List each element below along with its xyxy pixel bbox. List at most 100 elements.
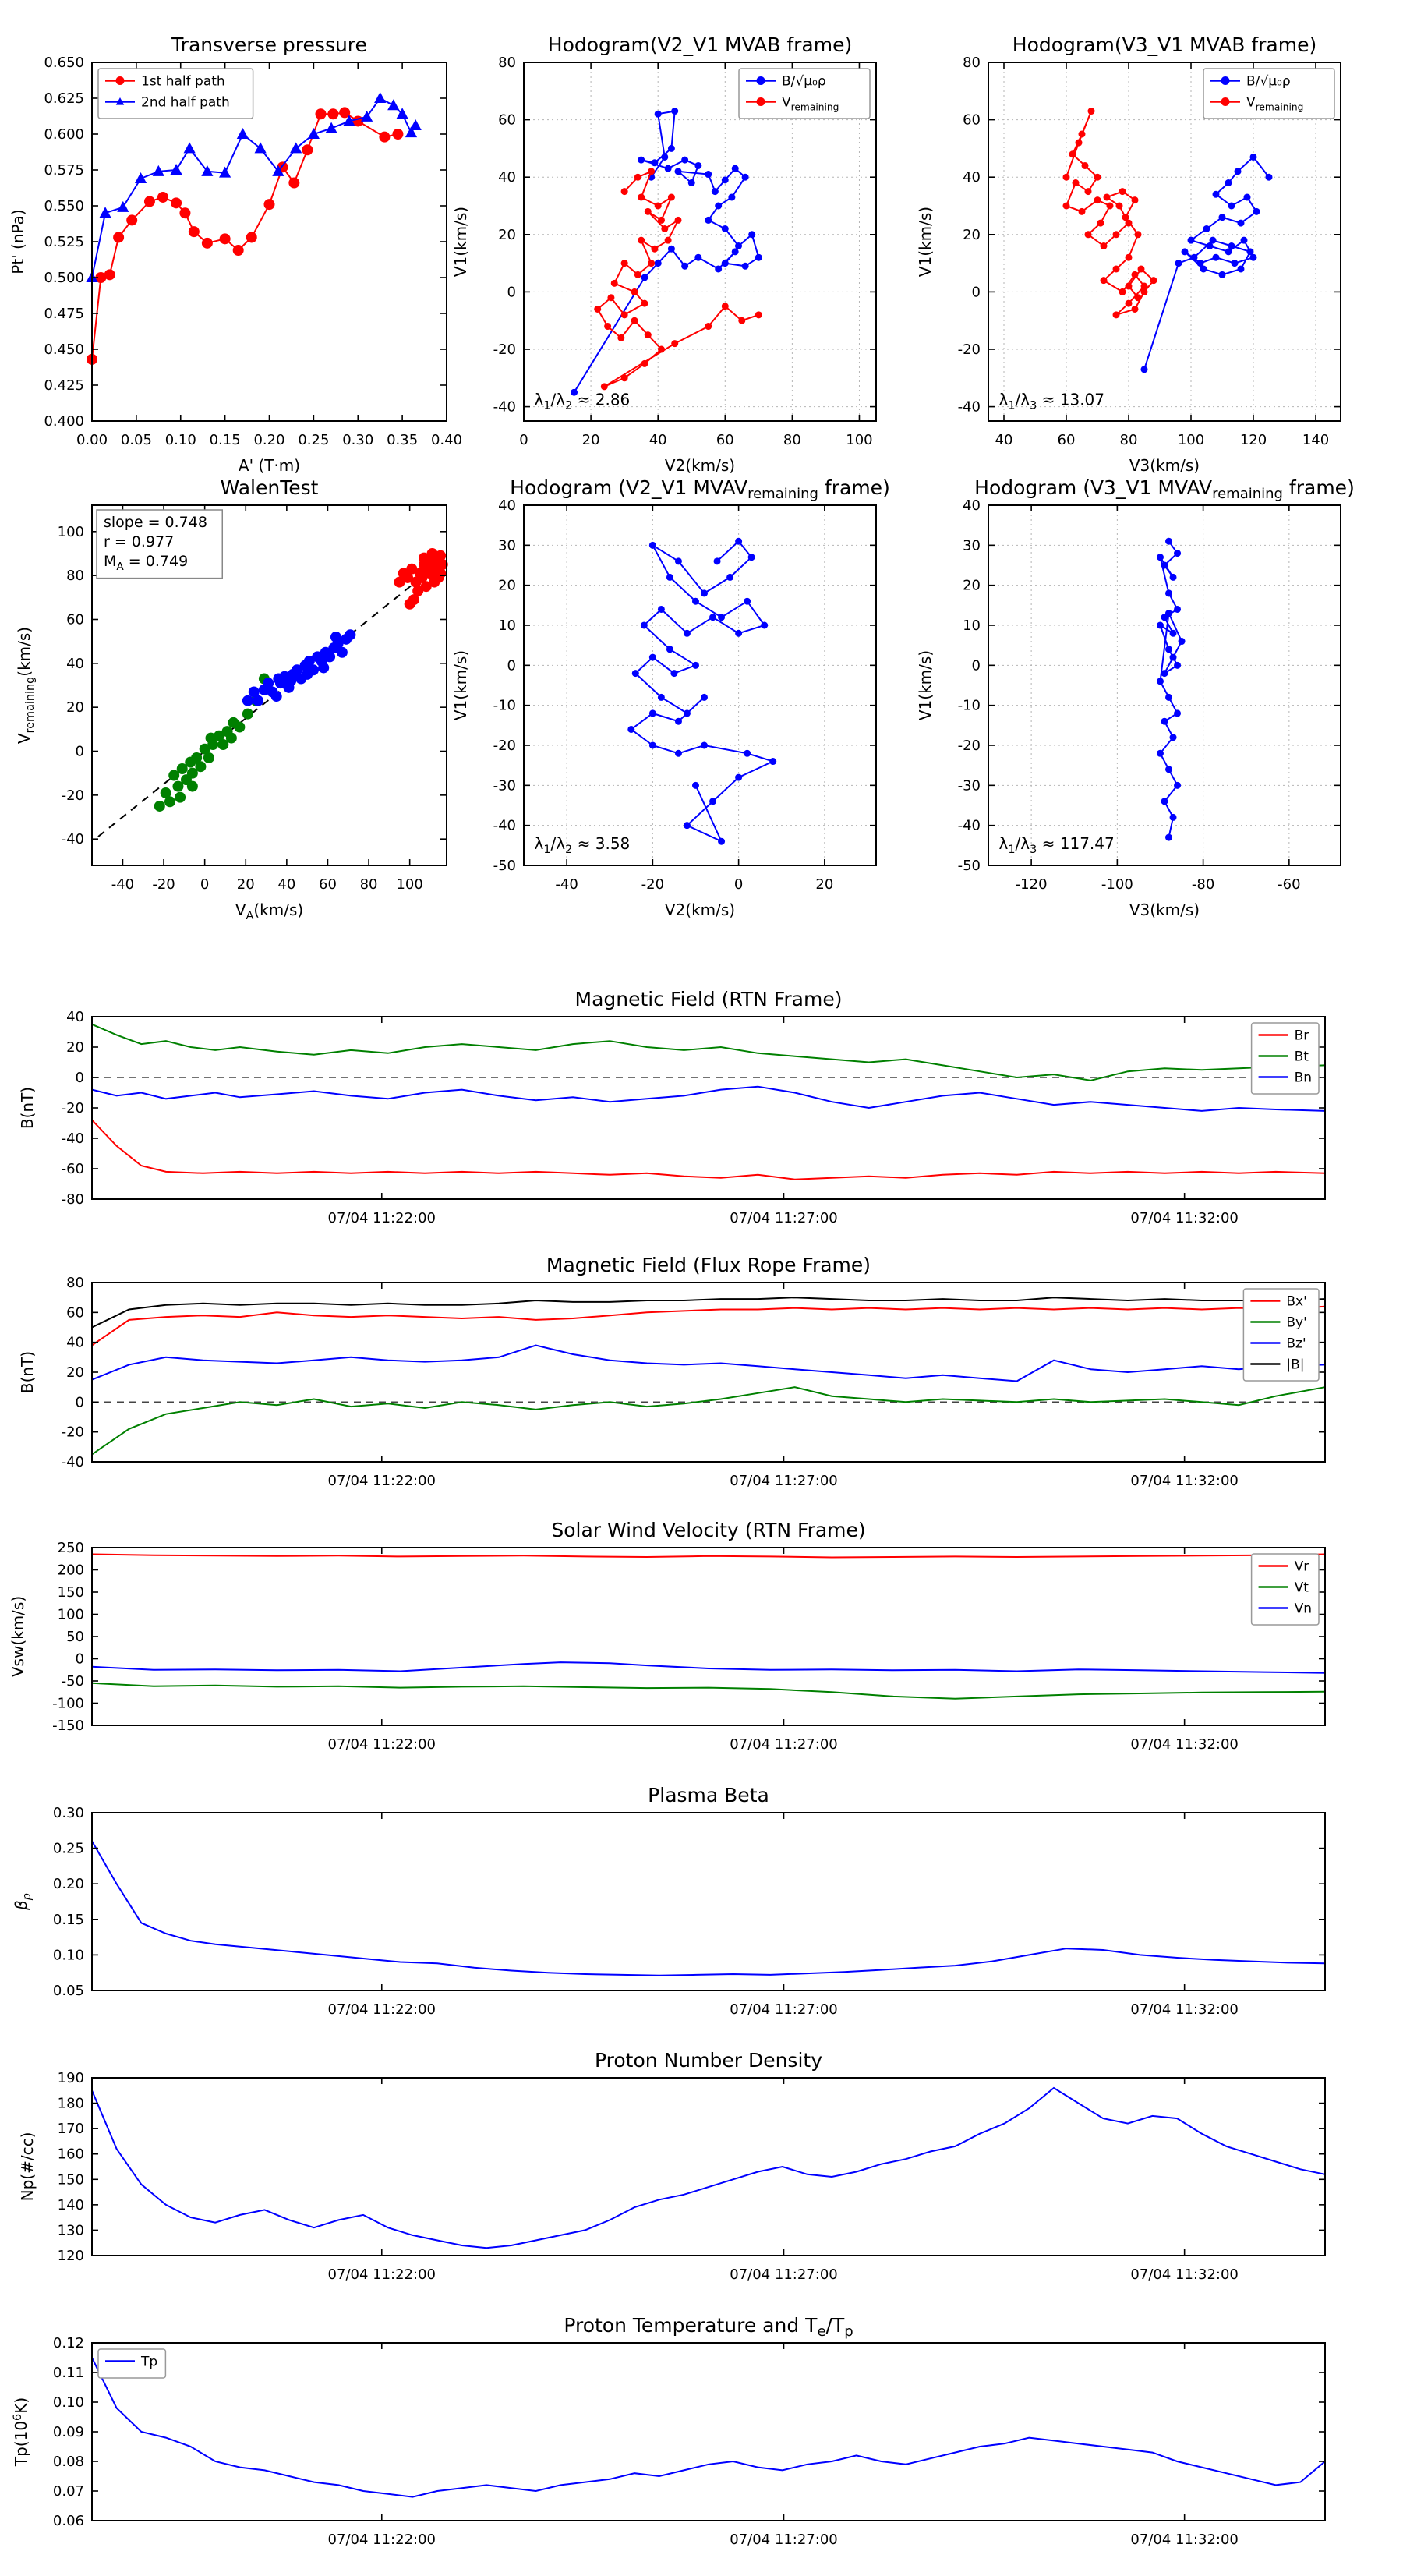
svg-text:60: 60: [963, 112, 981, 129]
svg-text:50: 50: [66, 1629, 84, 1645]
svg-text:-20: -20: [641, 876, 664, 893]
svg-text:07/04 11:22:00: 07/04 11:22:00: [328, 1210, 436, 1226]
svg-text:B/√μ₀ρ: B/√μ₀ρ: [782, 74, 826, 90]
svg-text:-30: -30: [958, 777, 981, 794]
svg-text:0.08: 0.08: [53, 2454, 84, 2470]
svg-text:10: 10: [498, 617, 516, 634]
svg-text:07/04 11:22:00: 07/04 11:22:00: [328, 2266, 436, 2283]
svg-text:40: 40: [498, 497, 516, 514]
svg-text:20: 20: [963, 578, 981, 594]
svg-text:-20: -20: [152, 876, 175, 893]
svg-text:Bn: Bn: [1295, 1070, 1312, 1086]
svg-text:0.10: 0.10: [53, 1947, 84, 1963]
svg-text:07/04 11:32:00: 07/04 11:32:00: [1130, 1473, 1238, 1489]
svg-text:V1(km/s): V1(km/s): [451, 207, 470, 277]
svg-text:80: 80: [783, 432, 801, 448]
svg-text:0.600: 0.600: [44, 126, 84, 143]
svg-text:07/04 11:32:00: 07/04 11:32:00: [1130, 1210, 1238, 1226]
svg-text:Vremaining​: Vremaining​: [782, 95, 839, 113]
svg-text:-20: -20: [958, 738, 981, 754]
svg-text:λ1​/λ3​ ≈ 117.47: λ1​/λ3​ ≈ 117.47: [999, 834, 1115, 856]
svg-text:0.05: 0.05: [121, 432, 152, 448]
svg-text:Hodogram (V3_V1 MVAVremaining​: Hodogram (V3_V1 MVAVremaining​ frame): [974, 476, 1355, 502]
svg-text:130: 130: [58, 2222, 84, 2238]
svg-text:120: 120: [58, 2248, 84, 2264]
svg-text:B/√μ₀ρ: B/√μ₀ρ: [1246, 74, 1291, 90]
svg-text:180: 180: [58, 2096, 84, 2112]
svg-text:0.650: 0.650: [44, 55, 84, 71]
svg-text:Pt' (nPa): Pt' (nPa): [9, 209, 27, 274]
svg-text:07/04 11:22:00: 07/04 11:22:00: [328, 2001, 436, 2018]
svg-text:-150: -150: [52, 1718, 84, 1734]
svg-text:60: 60: [66, 1304, 84, 1321]
svg-text:Magnetic Field (Flux Rope Fram: Magnetic Field (Flux Rope Frame): [546, 1254, 871, 1276]
svg-text:07/04 11:27:00: 07/04 11:27:00: [730, 1210, 837, 1226]
svg-text:10: 10: [963, 617, 981, 634]
svg-text:0: 0: [76, 1394, 84, 1410]
svg-text:-40: -40: [62, 1131, 84, 1147]
svg-text:-20: -20: [62, 1424, 84, 1441]
svg-text:40: 40: [498, 169, 516, 186]
svg-text:0.10: 0.10: [165, 432, 196, 448]
svg-text:07/04 11:27:00: 07/04 11:27:00: [730, 1736, 837, 1753]
svg-text:Vremaining​(km/s): Vremaining​(km/s): [15, 627, 37, 744]
svg-text:160: 160: [58, 2146, 84, 2163]
svg-text:200: 200: [58, 1562, 84, 1579]
panel-bfield-fluxrope: 07/04 11:22:00 07/04 11:27:00 07/04 11:32:…: [18, 1254, 1326, 1489]
svg-text:0: 0: [76, 744, 84, 760]
svg-text:40: 40: [66, 1335, 84, 1351]
svg-text:Vt: Vt: [1295, 1580, 1309, 1596]
svg-text:0: 0: [507, 284, 516, 300]
svg-text:40: 40: [66, 656, 84, 672]
svg-text:r = 0.977: r = 0.977: [104, 533, 174, 550]
svg-text:20: 20: [66, 699, 84, 716]
svg-text:-50: -50: [62, 1673, 84, 1690]
svg-text:V2(km/s): V2(km/s): [665, 456, 735, 475]
svg-text:Proton Number Density: Proton Number Density: [595, 2049, 822, 2072]
svg-text:Transverse pressure: Transverse pressure: [171, 34, 367, 56]
svg-text:20: 20: [237, 876, 255, 893]
svg-text:140: 140: [1302, 432, 1329, 448]
svg-text:-20: -20: [493, 738, 516, 754]
panel-walen-test: -40 -20 0 20 40 60 80 100 -40 -20 0 20 40 60 80 100 Wale…: [15, 476, 448, 922]
svg-text:-40: -40: [958, 818, 981, 834]
svg-text:0.09: 0.09: [53, 2424, 84, 2440]
svg-text:40: 40: [649, 432, 667, 448]
svg-text:B(nT): B(nT): [18, 1351, 37, 1393]
svg-text:0.475: 0.475: [44, 306, 84, 322]
svg-text:0.05: 0.05: [53, 1983, 84, 1999]
svg-text:V2(km/s): V2(km/s): [665, 901, 735, 919]
svg-text:0.11: 0.11: [53, 2365, 84, 2381]
svg-text:2nd half path: 2nd half path: [141, 95, 230, 111]
svg-text:80: 80: [66, 1275, 84, 1291]
svg-text:B(nT): B(nT): [18, 1087, 37, 1129]
svg-text:40: 40: [963, 497, 981, 514]
svg-text:170: 170: [58, 2121, 84, 2137]
svg-text:-10: -10: [958, 698, 981, 714]
svg-text:slope = 0.748: slope = 0.748: [104, 514, 207, 531]
svg-text:WalenTest: WalenTest: [221, 476, 319, 499]
svg-text:07/04 11:27:00: 07/04 11:27:00: [730, 1473, 837, 1489]
svg-text:-40: -40: [62, 831, 84, 847]
svg-text:-100: -100: [52, 1696, 84, 1712]
svg-text:0.35: 0.35: [387, 432, 418, 448]
svg-text:Np(#/cc): Np(#/cc): [18, 2132, 37, 2202]
svg-text:Bt: Bt: [1295, 1049, 1309, 1065]
svg-text:140: 140: [58, 2197, 84, 2213]
svg-text:Solar Wind Velocity (RTN Frame: Solar Wind Velocity (RTN Frame): [551, 1519, 865, 1541]
svg-text:-40: -40: [62, 1454, 84, 1470]
svg-text:By': By': [1286, 1315, 1306, 1331]
panel-proton-density: 07/04 11:22:00 07/04 11:27:00 07/04 11:32:…: [18, 2049, 1326, 2283]
svg-text:-20: -20: [958, 341, 981, 358]
svg-text:80: 80: [360, 876, 378, 893]
svg-text:Hodogram (V2_V1 MVAVremaining​: Hodogram (V2_V1 MVAVremaining​ frame): [510, 476, 890, 502]
svg-text:0.25: 0.25: [53, 1841, 84, 1857]
svg-text:MA​ = 0.749: MA​ = 0.749: [104, 553, 188, 573]
panel-hodogram-v3v1-mvab: 40 60 80 100 120 140 -40 -20 0 20 40 60 80 Hodogram(V…: [916, 34, 1341, 475]
svg-text:0.30: 0.30: [53, 1805, 84, 1821]
svg-text:40: 40: [277, 876, 295, 893]
svg-text:-50: -50: [958, 858, 981, 874]
svg-text:07/04 11:32:00: 07/04 11:32:00: [1130, 2001, 1238, 2018]
svg-text:Vsw(km/s): Vsw(km/s): [9, 1596, 27, 1677]
